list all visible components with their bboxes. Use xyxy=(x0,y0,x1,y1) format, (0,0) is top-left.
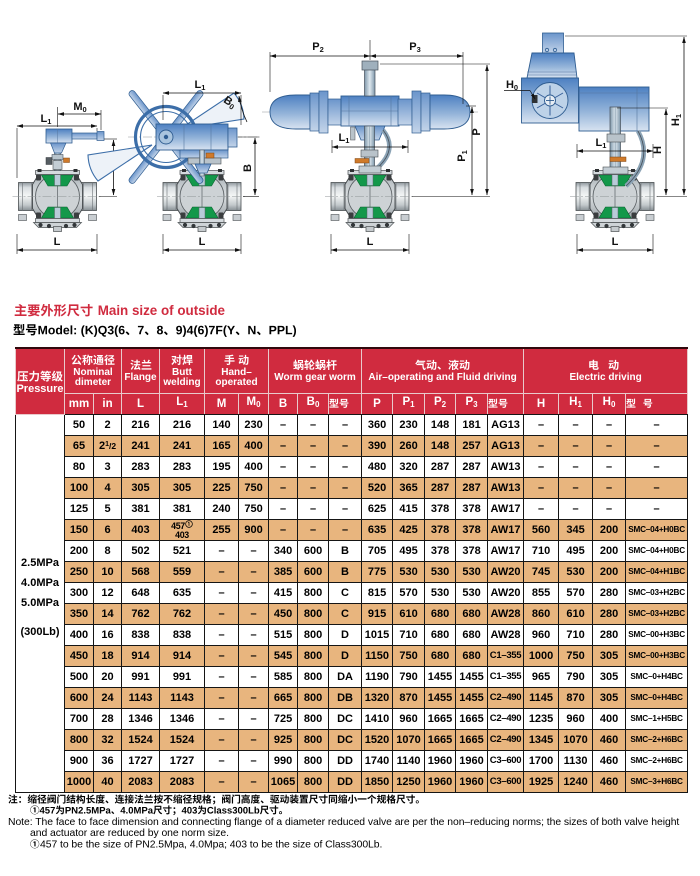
svg-text:L: L xyxy=(54,236,61,248)
svg-text:B: B xyxy=(242,164,254,172)
svg-text:H0: H0 xyxy=(506,79,518,92)
svg-text:P3: P3 xyxy=(409,41,421,54)
svg-text:L: L xyxy=(199,236,206,248)
svg-text:P1: P1 xyxy=(456,150,469,162)
svg-text:P: P xyxy=(471,128,483,135)
svg-text:L: L xyxy=(367,236,374,248)
svg-text:P2: P2 xyxy=(312,41,324,54)
svg-text:L1: L1 xyxy=(195,79,206,92)
svg-text:H1: H1 xyxy=(670,114,683,126)
svg-text:L1: L1 xyxy=(339,132,350,145)
svg-text:L: L xyxy=(612,236,619,248)
svg-text:M0: M0 xyxy=(73,101,86,114)
svg-text:L1: L1 xyxy=(596,137,607,150)
svg-text:H: H xyxy=(652,146,664,154)
svg-text:L1: L1 xyxy=(41,113,52,126)
